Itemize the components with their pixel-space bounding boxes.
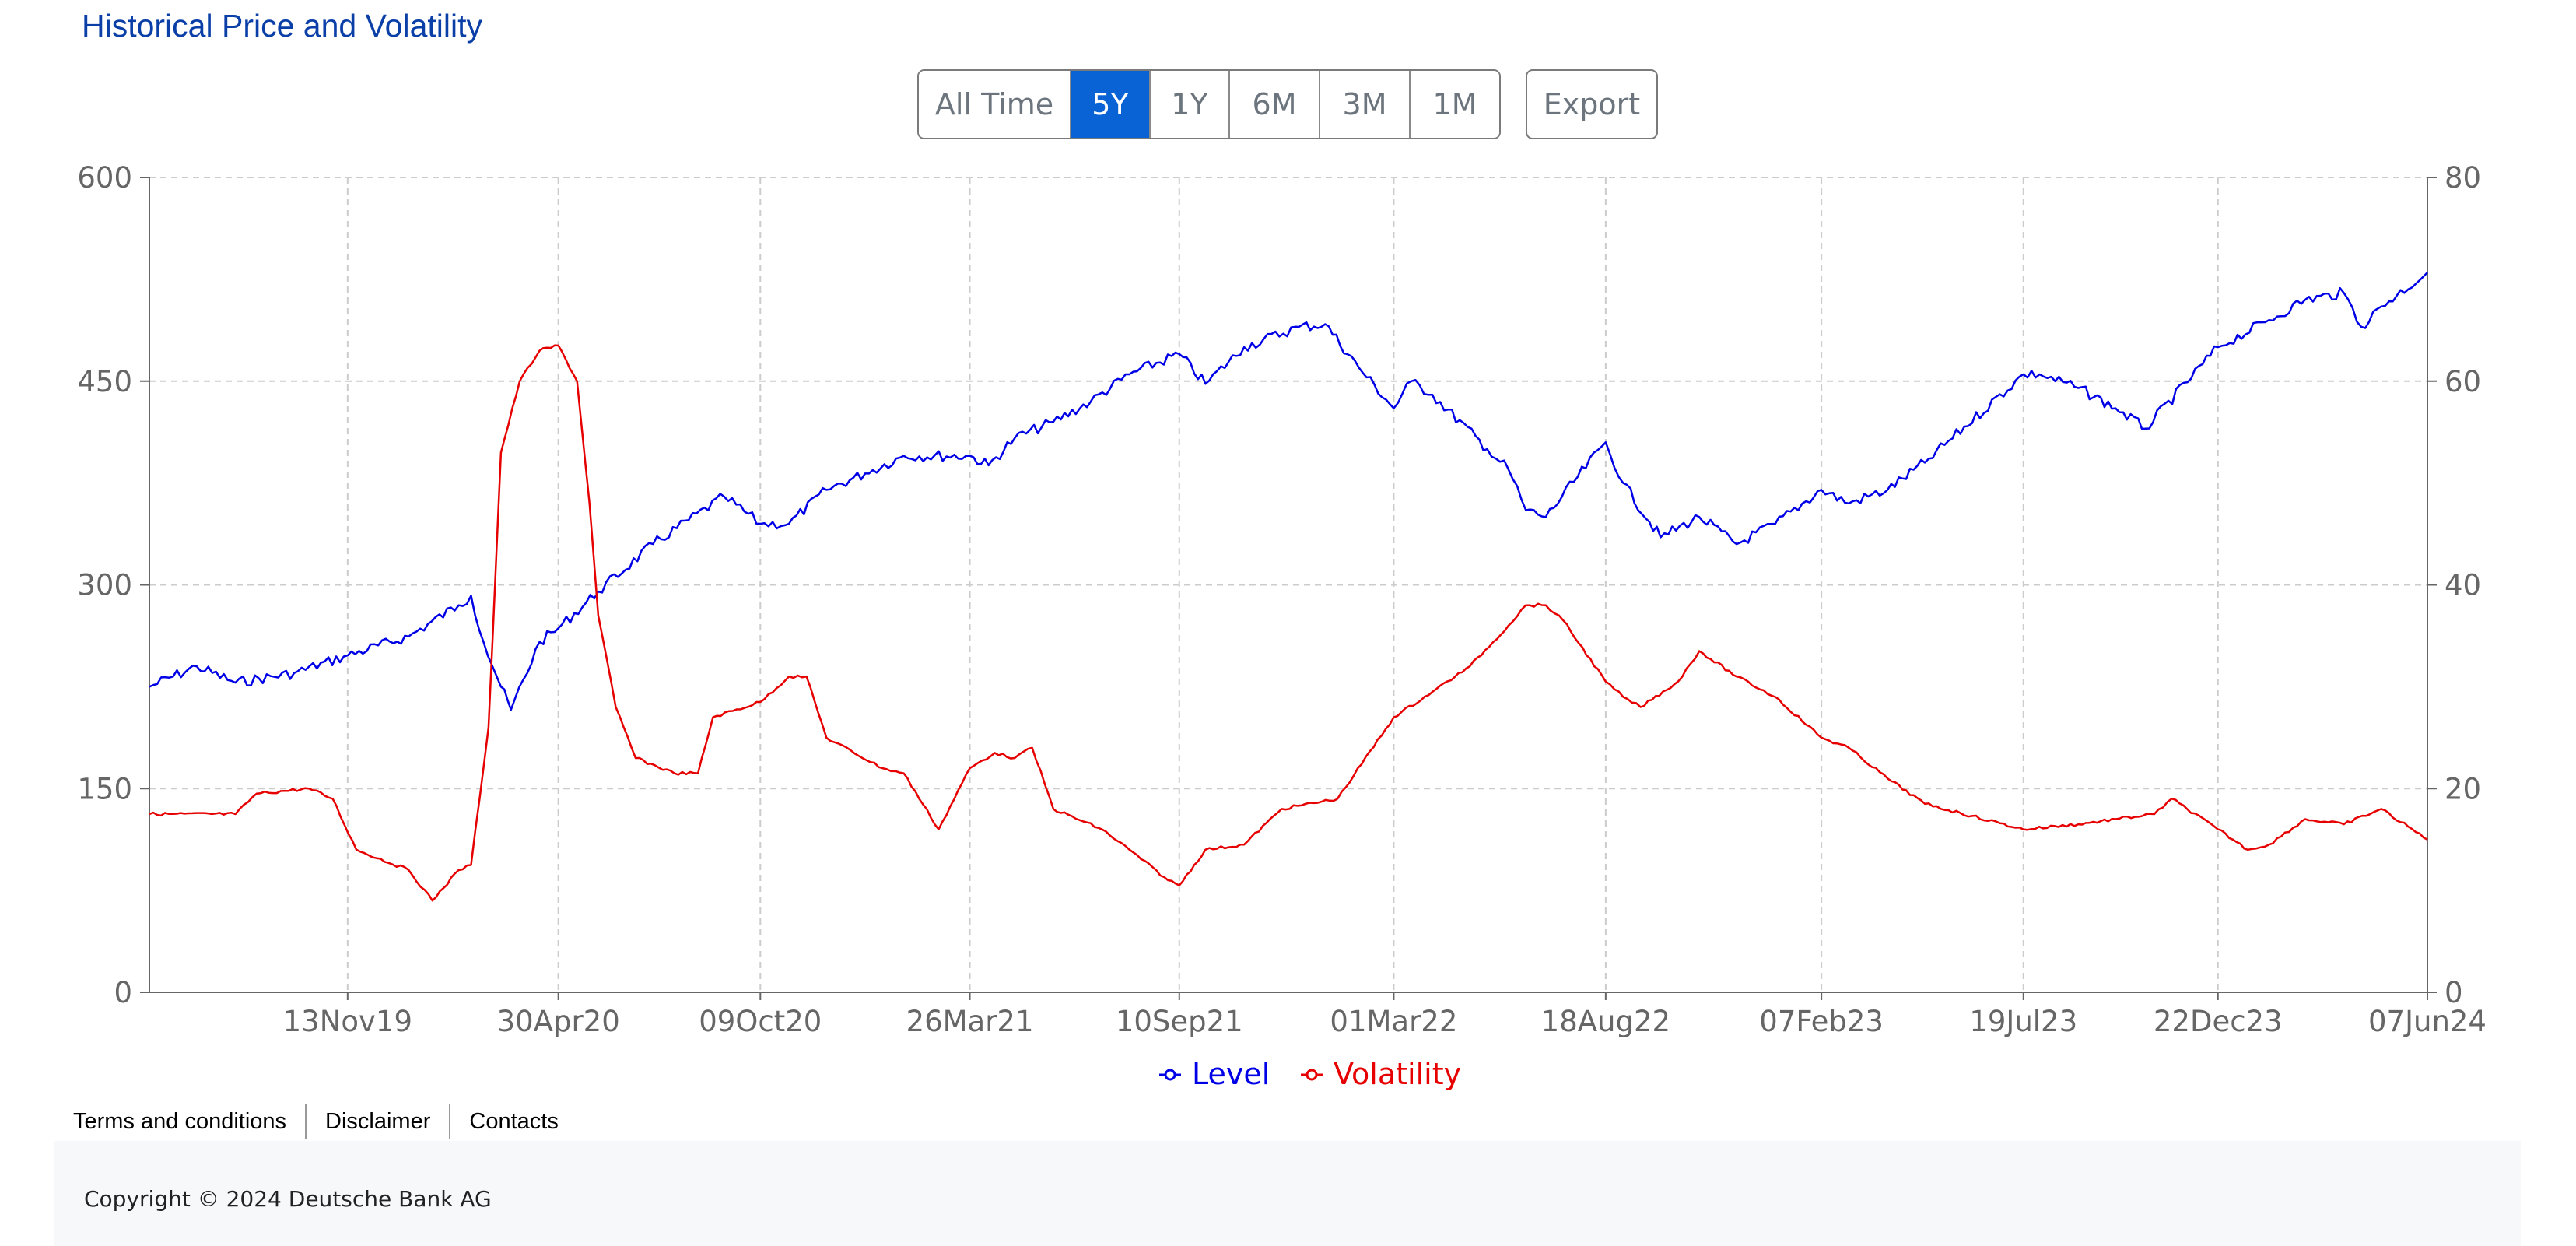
x-tick-label: 26Mar21 xyxy=(906,1005,1034,1038)
y-left-tick-label: 600 xyxy=(77,163,132,195)
x-tick-label: 19Jul23 xyxy=(1969,1005,2077,1038)
chart-axes: 0 150 300 450 600 0 20 40 60 80 13Nov19 30Apr20 09Oc… xyxy=(77,163,2487,1038)
legend-label-volatility[interactable]: Volatility xyxy=(1334,1057,1461,1091)
x-tick-label: 07Jun24 xyxy=(2368,1005,2487,1038)
range-selector: All Time 5Y 1Y 6M 3M 1M xyxy=(917,69,1501,139)
x-tick-label: 13Nov19 xyxy=(283,1005,412,1038)
y-left-tick-label: 150 xyxy=(77,772,132,806)
legend-label-level[interactable]: Level xyxy=(1192,1057,1270,1091)
y-left-tick-label: 0 xyxy=(114,976,132,1009)
legend-marker-volatility[interactable] xyxy=(1306,1069,1318,1081)
series-line-volatility xyxy=(149,344,2428,902)
chart-grid xyxy=(149,177,2427,992)
y-right-tick-label: 60 xyxy=(2445,365,2481,398)
range-1m-button[interactable]: 1M xyxy=(1411,71,1499,138)
range-1y-button[interactable]: 1Y xyxy=(1151,71,1230,138)
x-tick-label: 30Apr20 xyxy=(497,1005,620,1038)
price-volatility-chart: 0 150 300 450 600 0 20 40 60 80 13Nov19 30Apr20 09Oc… xyxy=(77,163,2487,1091)
y-left-tick-label: 450 xyxy=(77,365,132,398)
footer-link-disclaimer[interactable]: Disclaimer xyxy=(305,1104,449,1139)
range-all-time-button[interactable]: All Time xyxy=(919,71,1071,138)
range-6m-button[interactable]: 6M xyxy=(1230,71,1320,138)
y-right-tick-label: 20 xyxy=(2445,772,2481,806)
legend-marker-level[interactable] xyxy=(1164,1069,1176,1081)
copyright-bar: Copyright © 2024 Deutsche Bank AG xyxy=(54,1141,2521,1246)
x-tick-label: 07Feb23 xyxy=(1759,1005,1884,1038)
x-tick-label: 10Sep21 xyxy=(1116,1005,1243,1038)
y-right-tick-label: 80 xyxy=(2445,163,2481,195)
chart-legend[interactable]: Level Volatility xyxy=(1159,1057,1461,1091)
chart-series xyxy=(149,272,2428,902)
footer-links: Terms and conditions Disclaimer Contacts xyxy=(59,1104,577,1139)
x-tick-label: 18Aug22 xyxy=(1541,1005,1670,1038)
y-left-tick-label: 300 xyxy=(77,569,132,602)
y-right-tick-label: 0 xyxy=(2445,976,2463,1009)
footer-link-contacts[interactable]: Contacts xyxy=(449,1104,577,1139)
series-line-level xyxy=(149,272,2428,711)
copyright-text: Copyright © 2024 Deutsche Bank AG xyxy=(84,1186,492,1212)
footer-link-terms[interactable]: Terms and conditions xyxy=(73,1108,287,1134)
x-tick-label: 22Dec23 xyxy=(2154,1005,2283,1038)
x-tick-label: 01Mar22 xyxy=(1330,1005,1457,1038)
x-tick-label: 09Oct20 xyxy=(699,1005,822,1038)
export-button[interactable]: Export xyxy=(1526,69,1658,139)
range-5y-button[interactable]: 5Y xyxy=(1071,71,1151,138)
y-right-tick-label: 40 xyxy=(2445,569,2481,602)
range-3m-button[interactable]: 3M xyxy=(1320,71,1411,138)
page-title: Historical Price and Volatility xyxy=(82,8,482,44)
